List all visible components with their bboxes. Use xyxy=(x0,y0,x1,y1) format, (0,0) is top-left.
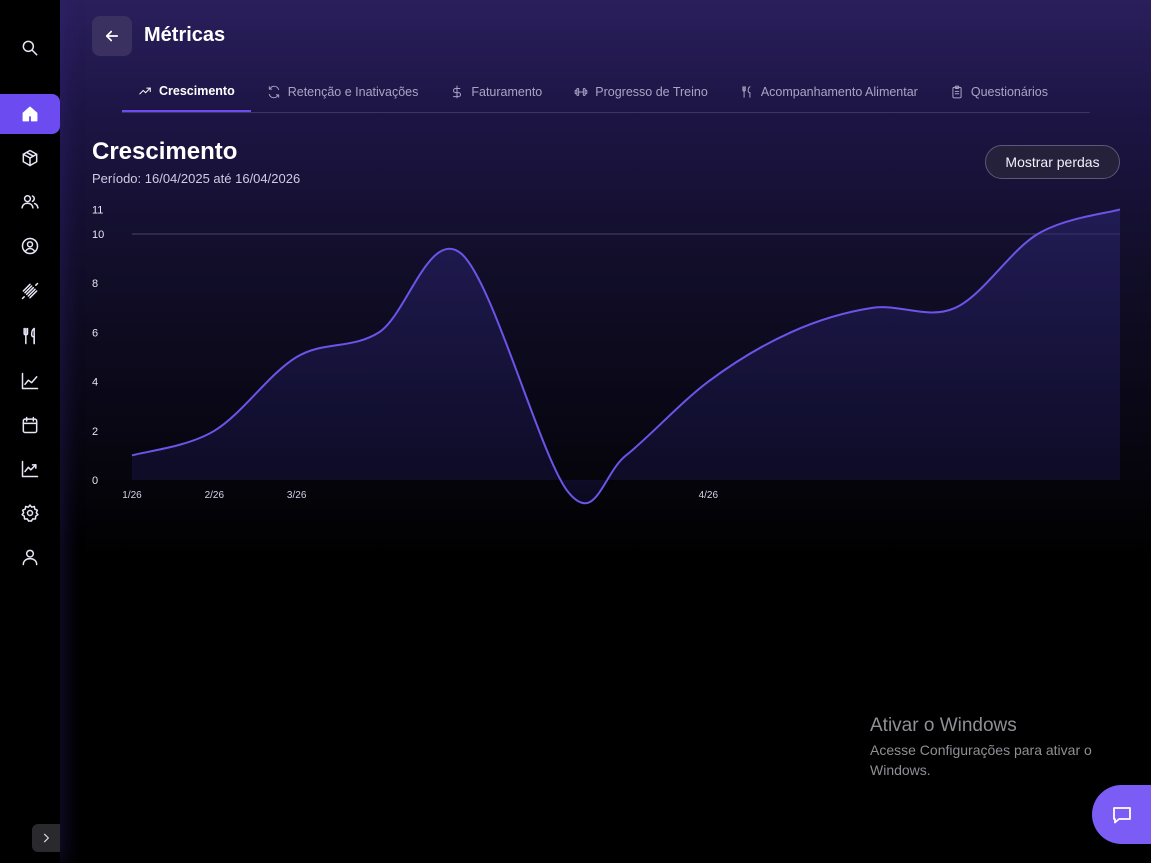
x-tick-label: 3/26 xyxy=(287,490,307,501)
sidebar-item-home[interactable] xyxy=(0,94,60,134)
tab-retention[interactable]: Retenção e Inativações xyxy=(251,72,435,112)
y-tick-label: 6 xyxy=(92,327,98,339)
sidebar-search-button[interactable] xyxy=(0,28,60,68)
tab-nutrition-tracking[interactable]: Acompanhamento Alimentar xyxy=(724,72,934,112)
y-tick-label: 2 xyxy=(92,426,98,438)
x-tick-label: 4/26 xyxy=(699,490,719,501)
metrics-tabs: Crescimento Retenção e Inativações Fatur… xyxy=(122,72,1090,113)
package-icon xyxy=(22,149,38,167)
home-icon xyxy=(22,106,38,122)
windows-activation-title: Ativar o Windows xyxy=(870,715,1017,736)
tab-label: Faturamento xyxy=(471,85,543,99)
chevron-right-icon xyxy=(43,833,50,843)
sidebar-item-settings[interactable] xyxy=(0,493,60,533)
sidebar-item-students[interactable] xyxy=(0,182,60,222)
tab-label: Retenção e Inativações xyxy=(287,85,419,99)
show-losses-button[interactable]: Mostrar perdas xyxy=(985,145,1120,179)
y-tick-label: 11 xyxy=(92,204,103,216)
user-circle-icon xyxy=(21,237,39,255)
line-chart-icon xyxy=(21,372,39,390)
period-range: Período: 16/04/2025 até 16/04/2026 xyxy=(92,171,301,186)
chat-icon xyxy=(1112,806,1131,823)
growth-area xyxy=(132,209,1120,504)
sidebar-item-account[interactable] xyxy=(0,537,60,577)
sidebar xyxy=(0,0,60,863)
arrow-left-icon xyxy=(105,30,119,42)
x-tick-label: 2/26 xyxy=(205,490,225,501)
refresh-icon xyxy=(268,85,279,99)
y-tick-label: 4 xyxy=(92,377,98,389)
sidebar-expand-button[interactable] xyxy=(32,824,60,852)
sidebar-item-nutrition[interactable] xyxy=(0,316,60,356)
dumbbell-icon xyxy=(21,282,39,300)
back-button[interactable] xyxy=(92,16,132,56)
utensils-icon xyxy=(23,327,35,345)
y-tick-label: 0 xyxy=(92,475,98,487)
section-title: Crescimento xyxy=(92,138,238,165)
y-tick-label: 8 xyxy=(92,278,98,290)
sidebar-item-calendar[interactable] xyxy=(0,405,60,445)
y-tick-label: 10 xyxy=(92,229,104,241)
calendar-icon xyxy=(22,416,38,434)
user-icon xyxy=(22,549,38,566)
users-icon xyxy=(21,195,39,209)
dollar-icon xyxy=(453,85,462,99)
tab-billing[interactable]: Faturamento xyxy=(434,72,558,112)
windows-activation-subtitle: Acesse Configurações para ativar o Windo… xyxy=(870,742,1092,778)
search-icon xyxy=(22,40,38,56)
sidebar-item-reports[interactable] xyxy=(0,361,60,401)
settings-icon xyxy=(21,504,39,522)
sidebar-item-workouts[interactable] xyxy=(0,271,60,311)
tab-label: Progresso de Treino xyxy=(595,85,708,99)
x-tick-label: 1/26 xyxy=(122,490,142,501)
sidebar-item-metrics[interactable] xyxy=(0,449,60,489)
tab-questionnaires[interactable]: Questionários xyxy=(934,72,1064,112)
growth-line xyxy=(131,208,1121,505)
tab-training-progress[interactable]: Progresso de Treino xyxy=(558,72,724,112)
chat-button[interactable] xyxy=(1092,785,1151,844)
sidebar-item-packages[interactable] xyxy=(0,138,60,178)
trending-up-icon xyxy=(21,460,39,478)
tab-label: Acompanhamento Alimentar xyxy=(760,85,918,99)
growth-chart: 0 2 4 6 8 10 11 1/26 2/26 3/26 4/26 xyxy=(92,204,1121,505)
clipboard-icon xyxy=(952,85,962,99)
tab-label: Questionários xyxy=(970,85,1048,99)
dumbbell-icon xyxy=(574,88,588,96)
tab-growth[interactable]: Crescimento xyxy=(122,72,251,112)
trending-up-icon xyxy=(139,87,151,95)
sidebar-item-profile[interactable] xyxy=(0,226,60,266)
utensils-icon xyxy=(742,86,751,98)
page-title: Métricas xyxy=(144,24,226,46)
tab-label: Crescimento xyxy=(159,84,235,98)
